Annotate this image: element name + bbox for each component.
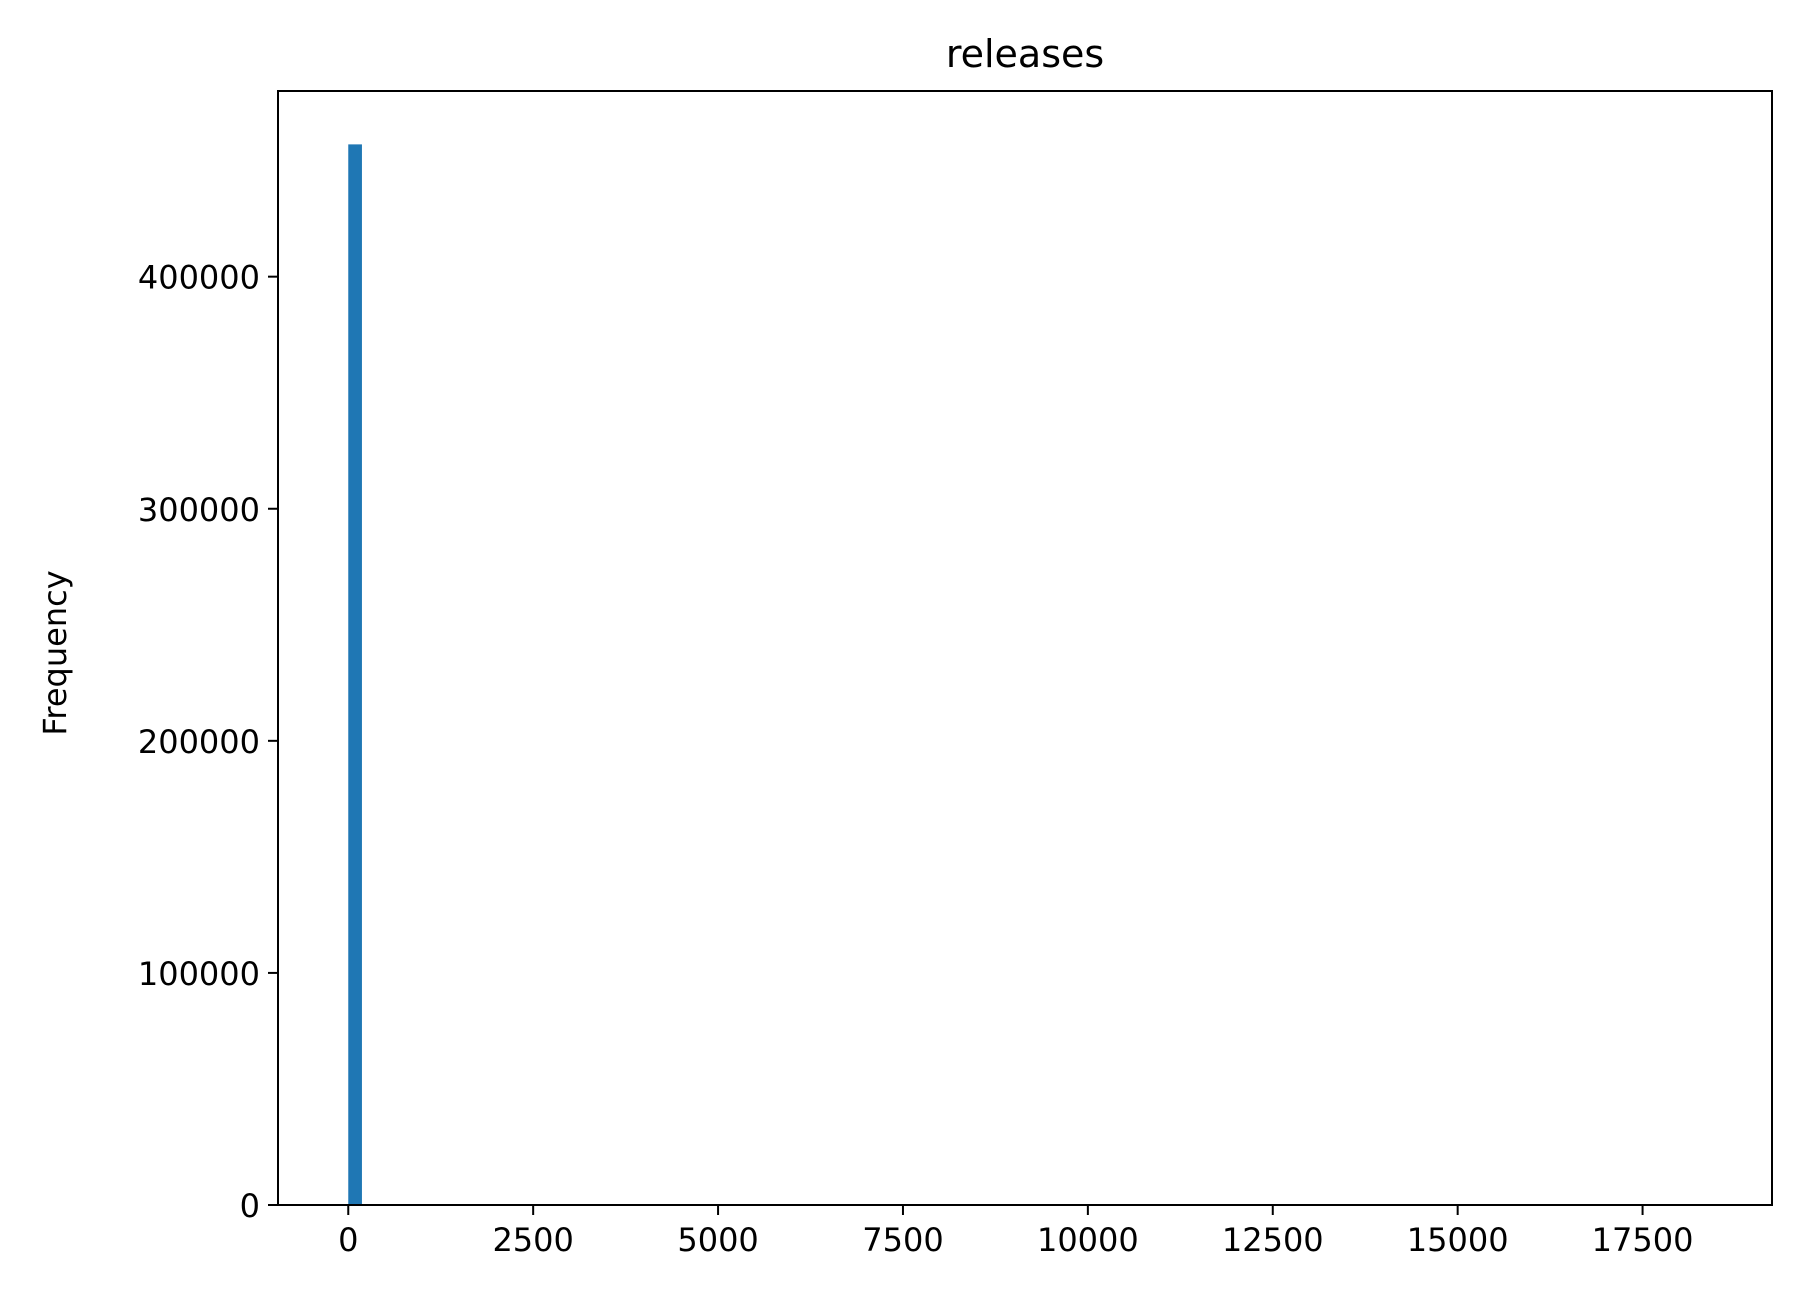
y-tick-label: 400000 [138,259,260,297]
x-tick-label: 7500 [862,1221,943,1259]
y-axis-label: Frequency [36,570,74,735]
x-axis-ticks: 0 2500 5000 7500 10000 12500 15000 17500 [338,1205,1693,1259]
x-tick-label: 5000 [677,1221,758,1259]
histogram-bar [348,144,362,1206]
x-tick-label: 17500 [1592,1221,1694,1259]
bars-group [348,144,362,1206]
y-tick-label: 200000 [138,723,260,761]
x-tick-label: 10000 [1037,1221,1139,1259]
y-tick-label: 300000 [138,491,260,529]
y-axis-ticks: 0 100000 200000 300000 400000 [138,259,278,1225]
x-tick-label: 2500 [492,1221,573,1259]
plot-frame [277,90,1773,1206]
x-tick-label: 0 [338,1221,358,1259]
x-tick-label: 12500 [1222,1221,1324,1259]
y-tick-label: 0 [240,1187,260,1225]
chart-title: releases [946,32,1104,76]
y-tick-label: 100000 [138,955,260,993]
x-tick-label: 15000 [1407,1221,1509,1259]
